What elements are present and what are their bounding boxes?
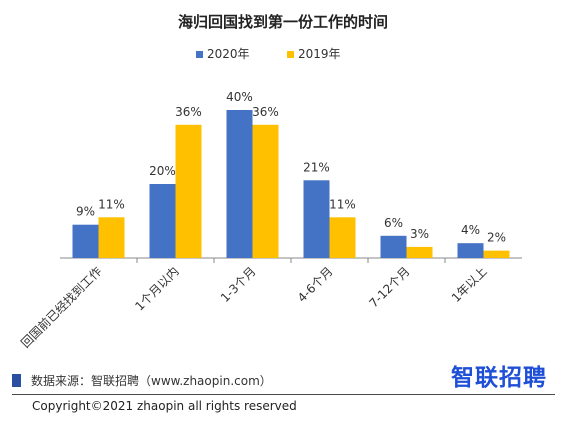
bar-2020 <box>457 243 484 258</box>
source-text: 数据来源：智联招聘（www.zhaopin.com） <box>31 374 272 388</box>
bar-2019 <box>483 250 510 258</box>
footer-divider <box>12 394 555 395</box>
x-tick-label: 4-6个月 <box>295 264 336 305</box>
data-label: 36% <box>252 105 279 119</box>
data-label: 11% <box>98 197 125 211</box>
data-label: 2% <box>487 231 506 245</box>
legend-label-2019: 2019年 <box>298 47 341 61</box>
legend-label-2020: 2020年 <box>207 47 250 61</box>
data-label: 9% <box>76 205 95 219</box>
bar-2020 <box>149 184 176 258</box>
data-label: 6% <box>384 216 403 230</box>
x-tick-label: 1个月以内 <box>132 264 181 313</box>
copyright-text: Copyright©2021 zhaopin all rights reserv… <box>32 399 297 413</box>
bar-2019 <box>329 217 356 258</box>
bar-2019 <box>98 217 125 258</box>
data-source: 数据来源：智联招聘（www.zhaopin.com） <box>12 372 272 389</box>
bar-2020 <box>303 180 330 258</box>
chart-title: 海归回国找到第一份工作的时间 <box>178 13 388 31</box>
x-tick-label: 回国前已经找到工作 <box>18 264 105 351</box>
data-label: 4% <box>461 223 480 237</box>
legend: 2020年 2019年 <box>196 47 341 61</box>
bar-2019 <box>406 246 433 258</box>
data-label: 11% <box>329 197 356 211</box>
data-label: 20% <box>149 164 176 178</box>
plot-area: 9%11%回国前已经找到工作20%36%1个月以内40%36%1-3个月21%1… <box>18 90 522 350</box>
legend-swatch-2019 <box>287 51 294 58</box>
bar-2019 <box>175 124 202 258</box>
source-marker <box>12 374 21 387</box>
x-tick-label: 1-3个月 <box>218 264 259 305</box>
data-label: 36% <box>175 105 202 119</box>
brand-logo: 智联招聘 <box>451 365 547 391</box>
data-label: 40% <box>226 90 253 104</box>
x-tick-label: 1年以上 <box>449 264 490 305</box>
legend-swatch-2020 <box>196 51 203 58</box>
bar-2020 <box>380 235 407 258</box>
data-label: 3% <box>410 227 429 241</box>
bar-2020 <box>72 224 99 258</box>
bar-2019 <box>252 124 279 258</box>
x-tick-label: 7-12个月 <box>366 264 412 310</box>
data-label: 21% <box>303 160 330 174</box>
bar-2020 <box>226 110 253 258</box>
